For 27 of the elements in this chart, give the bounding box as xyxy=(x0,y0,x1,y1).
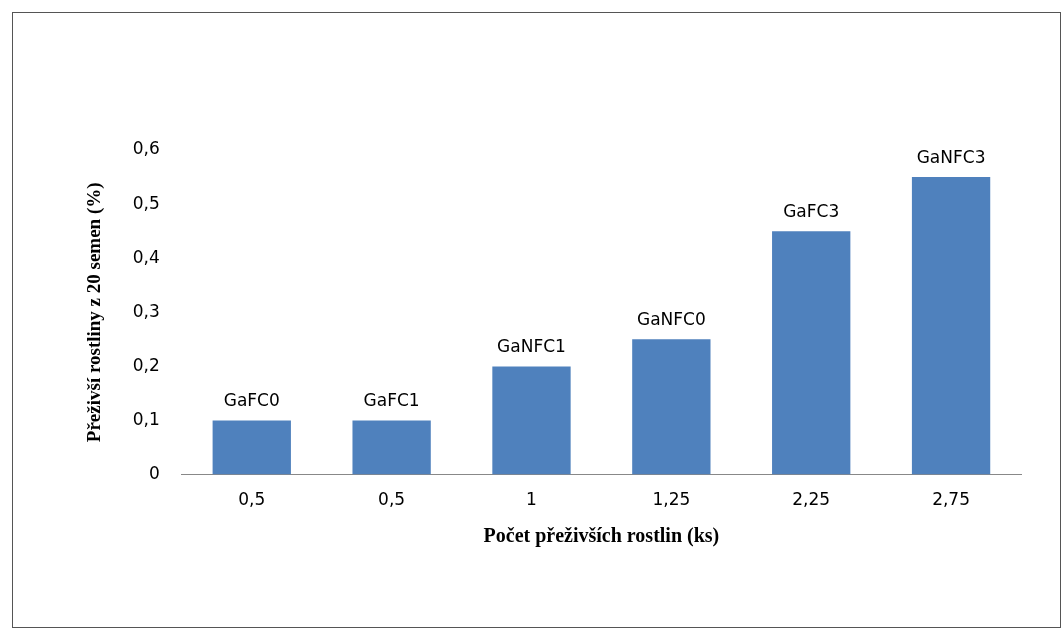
data-label: GaNFC1 xyxy=(497,336,566,357)
x-tick-label: 2,25 xyxy=(792,489,831,510)
y-tick-label: 0,6 xyxy=(132,138,160,159)
x-tick-label: 2,75 xyxy=(932,489,970,510)
y-axis-title: Přeživší rostliny z 20 semen (%) xyxy=(83,182,106,443)
bar xyxy=(772,231,851,475)
bar xyxy=(632,339,711,475)
x-tick-label: 0,5 xyxy=(378,489,406,510)
data-label: GaFC1 xyxy=(363,390,420,411)
bar xyxy=(911,177,991,475)
y-tick-label: 0,5 xyxy=(132,192,160,213)
y-tick-label: 0 xyxy=(149,463,160,484)
x-axis-title: Počet přeživších rostlin (ks) xyxy=(483,524,720,548)
bar xyxy=(352,420,431,475)
bar xyxy=(492,366,571,475)
y-tick-label: 0,2 xyxy=(132,354,160,375)
data-label: GaFC3 xyxy=(783,201,840,222)
x-tick-label: 0,5 xyxy=(238,489,266,510)
data-label: GaFC0 xyxy=(223,390,280,411)
data-label: GaNFC0 xyxy=(636,309,706,330)
bar xyxy=(212,420,291,475)
x-tick-label: 1,25 xyxy=(652,489,691,510)
y-tick-label: 0,3 xyxy=(132,300,160,321)
y-tick-label: 0,1 xyxy=(132,408,160,429)
x-tick-label: 1 xyxy=(526,489,537,510)
data-label: GaNFC3 xyxy=(916,146,986,167)
y-tick-label: 0,4 xyxy=(132,246,160,267)
